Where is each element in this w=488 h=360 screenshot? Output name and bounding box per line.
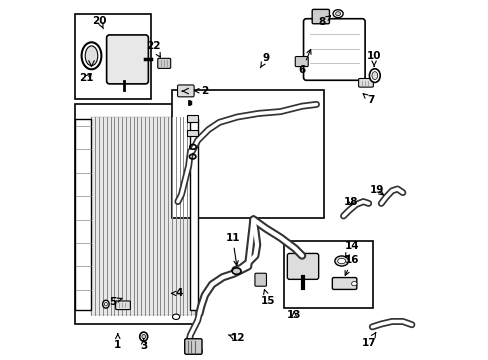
Ellipse shape <box>142 334 145 339</box>
Text: 18: 18 <box>343 197 357 207</box>
Ellipse shape <box>232 268 241 274</box>
Bar <box>190 119 197 310</box>
Bar <box>75 119 91 310</box>
Bar <box>75 14 151 99</box>
Text: 5: 5 <box>109 297 122 307</box>
Ellipse shape <box>337 258 345 264</box>
Ellipse shape <box>368 69 380 82</box>
Ellipse shape <box>102 300 109 308</box>
Text: 15: 15 <box>260 289 275 306</box>
Text: 3: 3 <box>140 338 147 351</box>
FancyBboxPatch shape <box>177 85 194 97</box>
Text: 9: 9 <box>260 53 269 68</box>
Text: 12: 12 <box>228 333 245 343</box>
FancyBboxPatch shape <box>358 78 373 87</box>
Text: 2: 2 <box>194 86 208 96</box>
Text: 20: 20 <box>92 16 107 29</box>
Ellipse shape <box>335 12 340 15</box>
Bar <box>284 241 373 308</box>
Ellipse shape <box>371 72 377 80</box>
Ellipse shape <box>104 302 107 306</box>
FancyBboxPatch shape <box>287 253 318 279</box>
FancyBboxPatch shape <box>332 278 356 289</box>
Text: 21: 21 <box>80 73 94 84</box>
FancyBboxPatch shape <box>158 58 170 68</box>
Text: 11: 11 <box>225 233 240 265</box>
Text: 10: 10 <box>366 51 381 66</box>
Bar <box>186 130 197 136</box>
Text: 4: 4 <box>171 288 183 298</box>
Ellipse shape <box>172 314 179 319</box>
Text: 14: 14 <box>345 240 359 257</box>
Text: 17: 17 <box>362 332 376 348</box>
Text: 8: 8 <box>317 16 330 27</box>
Bar <box>91 117 194 315</box>
FancyBboxPatch shape <box>254 273 266 286</box>
Ellipse shape <box>334 256 348 266</box>
Ellipse shape <box>85 46 98 66</box>
Ellipse shape <box>351 282 356 286</box>
Ellipse shape <box>81 42 101 69</box>
Text: 19: 19 <box>369 185 384 195</box>
Ellipse shape <box>332 10 343 18</box>
Text: 7: 7 <box>363 94 373 105</box>
FancyBboxPatch shape <box>311 9 329 24</box>
FancyBboxPatch shape <box>115 301 130 310</box>
FancyBboxPatch shape <box>184 339 202 354</box>
Bar <box>186 115 197 122</box>
Bar <box>172 90 323 218</box>
Text: 22: 22 <box>146 41 161 57</box>
Ellipse shape <box>140 332 147 341</box>
FancyBboxPatch shape <box>303 19 365 80</box>
Text: 13: 13 <box>286 310 301 320</box>
FancyBboxPatch shape <box>295 57 307 67</box>
FancyBboxPatch shape <box>106 35 148 84</box>
Bar <box>75 104 197 324</box>
Text: 1: 1 <box>114 334 121 350</box>
Text: 16: 16 <box>345 255 359 275</box>
Text: 6: 6 <box>298 49 310 75</box>
